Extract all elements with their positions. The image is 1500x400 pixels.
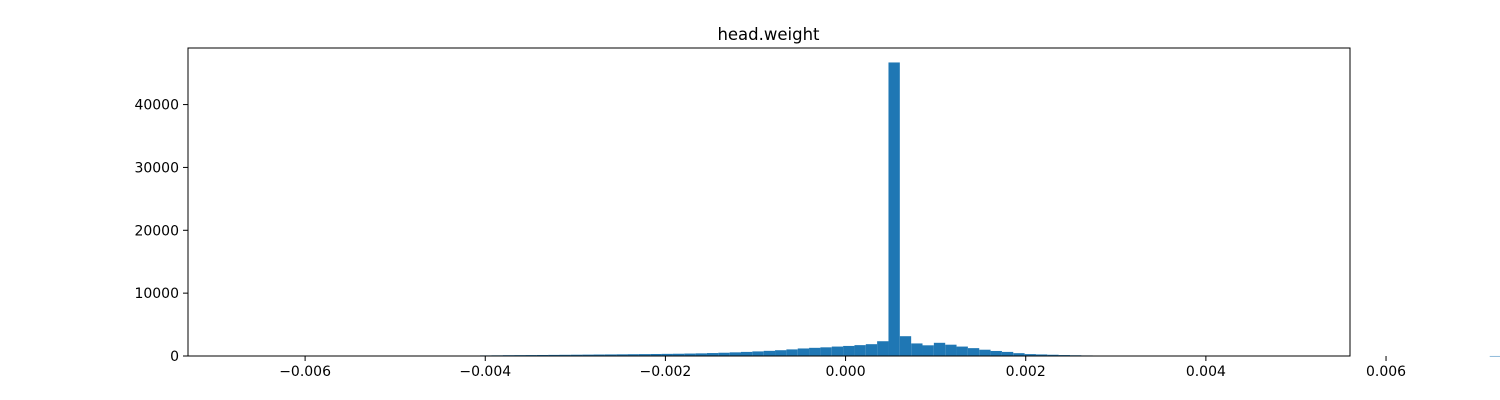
histogram-bar (706, 353, 719, 356)
histogram-bar (797, 348, 810, 356)
x-tick-label: 0.006 (1366, 364, 1406, 380)
histogram-bar (990, 350, 1002, 356)
histogram-bar (763, 350, 776, 356)
histogram-bar (820, 347, 832, 356)
histogram-bar (809, 347, 821, 356)
histogram-bar (718, 352, 730, 356)
histogram-bar (956, 346, 968, 356)
x-axis-ticks: −0.006 −0.004 −0.002 0.000 0.002 0.004 0.006 (279, 356, 1406, 380)
y-tick-label: 30000 (134, 160, 179, 176)
histogram-bar (979, 349, 991, 356)
histogram-bar (627, 354, 639, 356)
histogram-bar (922, 345, 934, 356)
histogram-bar (899, 336, 912, 356)
histogram-bar (536, 354, 549, 356)
histogram-bar (729, 352, 741, 356)
histogram-bar (582, 354, 594, 356)
histogram-bar (1013, 353, 1025, 356)
histogram-bar (1024, 354, 1036, 356)
y-tick-label: 40000 (134, 98, 179, 114)
plot-frame (187, 47, 1351, 357)
histogram-bar (967, 348, 980, 356)
x-tick-label: 0.002 (1006, 364, 1046, 380)
histogram-bar (911, 343, 923, 356)
histogram-bar (843, 345, 855, 356)
histogram-bar (1489, 355, 1500, 357)
histogram-bar (684, 353, 696, 356)
histogram-bar (865, 344, 878, 356)
histogram-bar (752, 351, 764, 356)
histogram-bar (775, 350, 787, 356)
x-tick-label: −0.006 (279, 364, 331, 380)
histogram-bar (650, 353, 662, 356)
histogram-bar (877, 341, 889, 356)
x-tick-label: −0.004 (459, 364, 511, 380)
histogram-bar (888, 62, 900, 357)
histogram-bar (604, 354, 617, 356)
histogram-bar (695, 353, 707, 356)
histogram-bar (638, 354, 651, 356)
histogram-bar (786, 349, 798, 356)
chart-title: head.weight (717, 25, 820, 44)
histogram-bar (672, 353, 685, 356)
y-axis-ticks: 0 10000 20000 30000 40000 (134, 98, 188, 365)
histogram-bar (945, 344, 957, 356)
histogram-bar (570, 354, 583, 356)
histogram-bar (1001, 351, 1014, 356)
x-tick-label: −0.002 (640, 364, 692, 380)
histogram-bar (933, 342, 946, 356)
bars-layer (207, 62, 1500, 357)
histogram-bar (661, 353, 673, 356)
histogram-bar (831, 346, 844, 356)
y-tick-label: 0 (170, 349, 179, 365)
x-tick-label: 0.000 (826, 364, 866, 380)
histogram-bar (548, 354, 560, 356)
x-tick-label: 0.004 (1186, 364, 1226, 380)
histogram-bar (741, 351, 753, 356)
y-tick-label: 20000 (134, 223, 179, 239)
y-tick-label: 10000 (134, 286, 179, 302)
histogram-bar (1047, 354, 1059, 356)
histogram-bar (854, 345, 866, 356)
histogram-bar (559, 354, 571, 356)
histogram-bar (593, 354, 605, 356)
histogram-bar (616, 354, 628, 356)
histogram-bar (1035, 354, 1048, 356)
